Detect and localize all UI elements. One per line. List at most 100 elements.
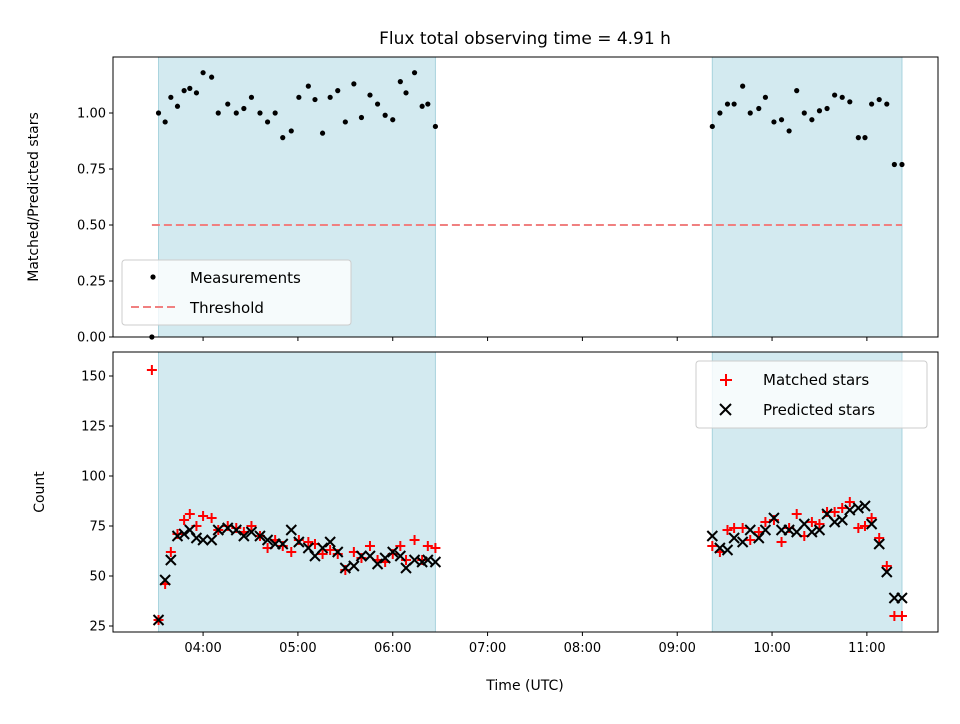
- predicted-star-point: [212, 524, 224, 536]
- matched-star-point: [364, 541, 375, 551]
- top-y-axis-label: Matched/Predicted stars: [26, 112, 42, 282]
- top-plot-area: 0.00 0.25 0.50 0.75 1.00: [77, 56, 939, 346]
- measurement-point: [233, 110, 239, 116]
- predicted-star-point: [759, 524, 772, 536]
- matched-star-point: [401, 555, 412, 565]
- measurement-point: [327, 94, 333, 100]
- predicted-star-point: [896, 592, 908, 604]
- predicted-star-point: [238, 530, 250, 542]
- y-tick-label: 25: [89, 620, 106, 635]
- measurement-point: [801, 110, 807, 116]
- measurement-point: [296, 94, 302, 100]
- measurement-point: [367, 92, 373, 98]
- matched-star-point: [814, 519, 825, 529]
- measurement-point: [305, 83, 311, 89]
- top-legend-box: [121, 259, 352, 326]
- measurement-point: [869, 101, 875, 107]
- matched-star-point: [422, 541, 433, 551]
- matched-star-point: [806, 517, 817, 527]
- predicted-star-point: [316, 542, 329, 554]
- legend-predicted-label: Predicted stars: [763, 401, 875, 419]
- measurement-point: [272, 110, 278, 116]
- measurement-point: [411, 70, 418, 76]
- x-tick-label: 06:00: [374, 641, 411, 656]
- predicted-star-point: [813, 524, 826, 536]
- top-legend: Measurements Threshold: [121, 259, 352, 326]
- measurement-point: [839, 94, 845, 100]
- measurement-point: [241, 105, 247, 112]
- x-tick-label: 08:00: [564, 641, 601, 656]
- measurement-point: [248, 94, 255, 100]
- predicted-star-point: [865, 518, 878, 530]
- matched-star-point: [146, 365, 157, 375]
- legend-matched-label: Matched stars: [763, 371, 869, 389]
- measurement-point: [855, 135, 861, 141]
- matched-star-point: [165, 547, 176, 557]
- predicted-star-point: [230, 524, 242, 536]
- predicted-star-point: [371, 558, 384, 570]
- predicted-star-point: [339, 562, 352, 574]
- predicted-star-point: [254, 530, 266, 542]
- bottom-legend-box: [695, 360, 928, 429]
- measurement-point: [358, 114, 365, 121]
- x-tick-label: 04:00: [184, 641, 221, 656]
- observing-window-1: [158, 351, 436, 633]
- predicted-star-point: [844, 504, 856, 516]
- measurement-point: [257, 110, 263, 116]
- predicted-star-point: [222, 522, 234, 534]
- chart-title: Flux total observing time = 4.91 h: [379, 29, 671, 49]
- predicted-star-point: [159, 574, 171, 586]
- predicted-star-point: [859, 500, 871, 512]
- matched-star-point: [179, 515, 190, 525]
- measurement-point: [187, 85, 193, 91]
- predicted-star-point: [873, 538, 885, 550]
- matched-star-point: [325, 545, 336, 555]
- matched-star-point: [776, 537, 787, 547]
- matched-star-point: [844, 497, 855, 507]
- measurement-point: [390, 117, 396, 123]
- bottom-y-axis-label: Count: [32, 471, 48, 513]
- measurement-point: [771, 119, 777, 125]
- measurement-point: [200, 70, 206, 76]
- measurement-point: [193, 90, 200, 96]
- legend-predicted-marker: [719, 403, 732, 416]
- measurement-point: [876, 96, 882, 103]
- bottom-legend: Matched stars Predicted stars: [695, 360, 928, 429]
- measurement-point: [155, 110, 162, 116]
- matched-star-point: [874, 533, 885, 543]
- y-tick-label: 0.25: [77, 275, 106, 290]
- measurement-point: [847, 99, 853, 105]
- x-tick-label: 11:00: [848, 641, 885, 656]
- matched-star-point: [837, 503, 848, 513]
- legend-matched-marker: [720, 374, 732, 386]
- matched-star-point: [430, 543, 441, 553]
- measurement-point: [794, 88, 800, 94]
- predicted-star-point: [277, 538, 289, 550]
- x-axis-label: Time (UTC): [485, 678, 563, 694]
- measurement-point: [312, 96, 318, 103]
- matched-star-point: [707, 541, 718, 551]
- predicted-star-point: [178, 528, 190, 540]
- x-tick-label: 09:00: [658, 641, 695, 656]
- y-tick-label: 100: [81, 470, 106, 485]
- predicted-star-point: [293, 536, 305, 548]
- predicted-star-point: [190, 532, 203, 544]
- measurement-point: [899, 161, 905, 168]
- predicted-star-point: [332, 546, 344, 558]
- matched-star-point: [409, 535, 420, 545]
- legend-threshold-label: Threshold: [189, 299, 264, 317]
- measurement-point: [403, 90, 409, 96]
- matched-star-point: [737, 523, 748, 533]
- predicted-star-point: [881, 566, 893, 578]
- measurement-point: [288, 128, 294, 134]
- measurement-point: [747, 110, 753, 116]
- measurement-point: [162, 119, 168, 125]
- measurement-point: [174, 103, 181, 109]
- predicted-star-point: [394, 550, 407, 562]
- predicted-star-point: [768, 512, 780, 524]
- predicted-star-point: [152, 614, 165, 626]
- measurement-point: [884, 101, 890, 107]
- measurement-point: [280, 135, 286, 141]
- matched-star-point: [198, 511, 209, 521]
